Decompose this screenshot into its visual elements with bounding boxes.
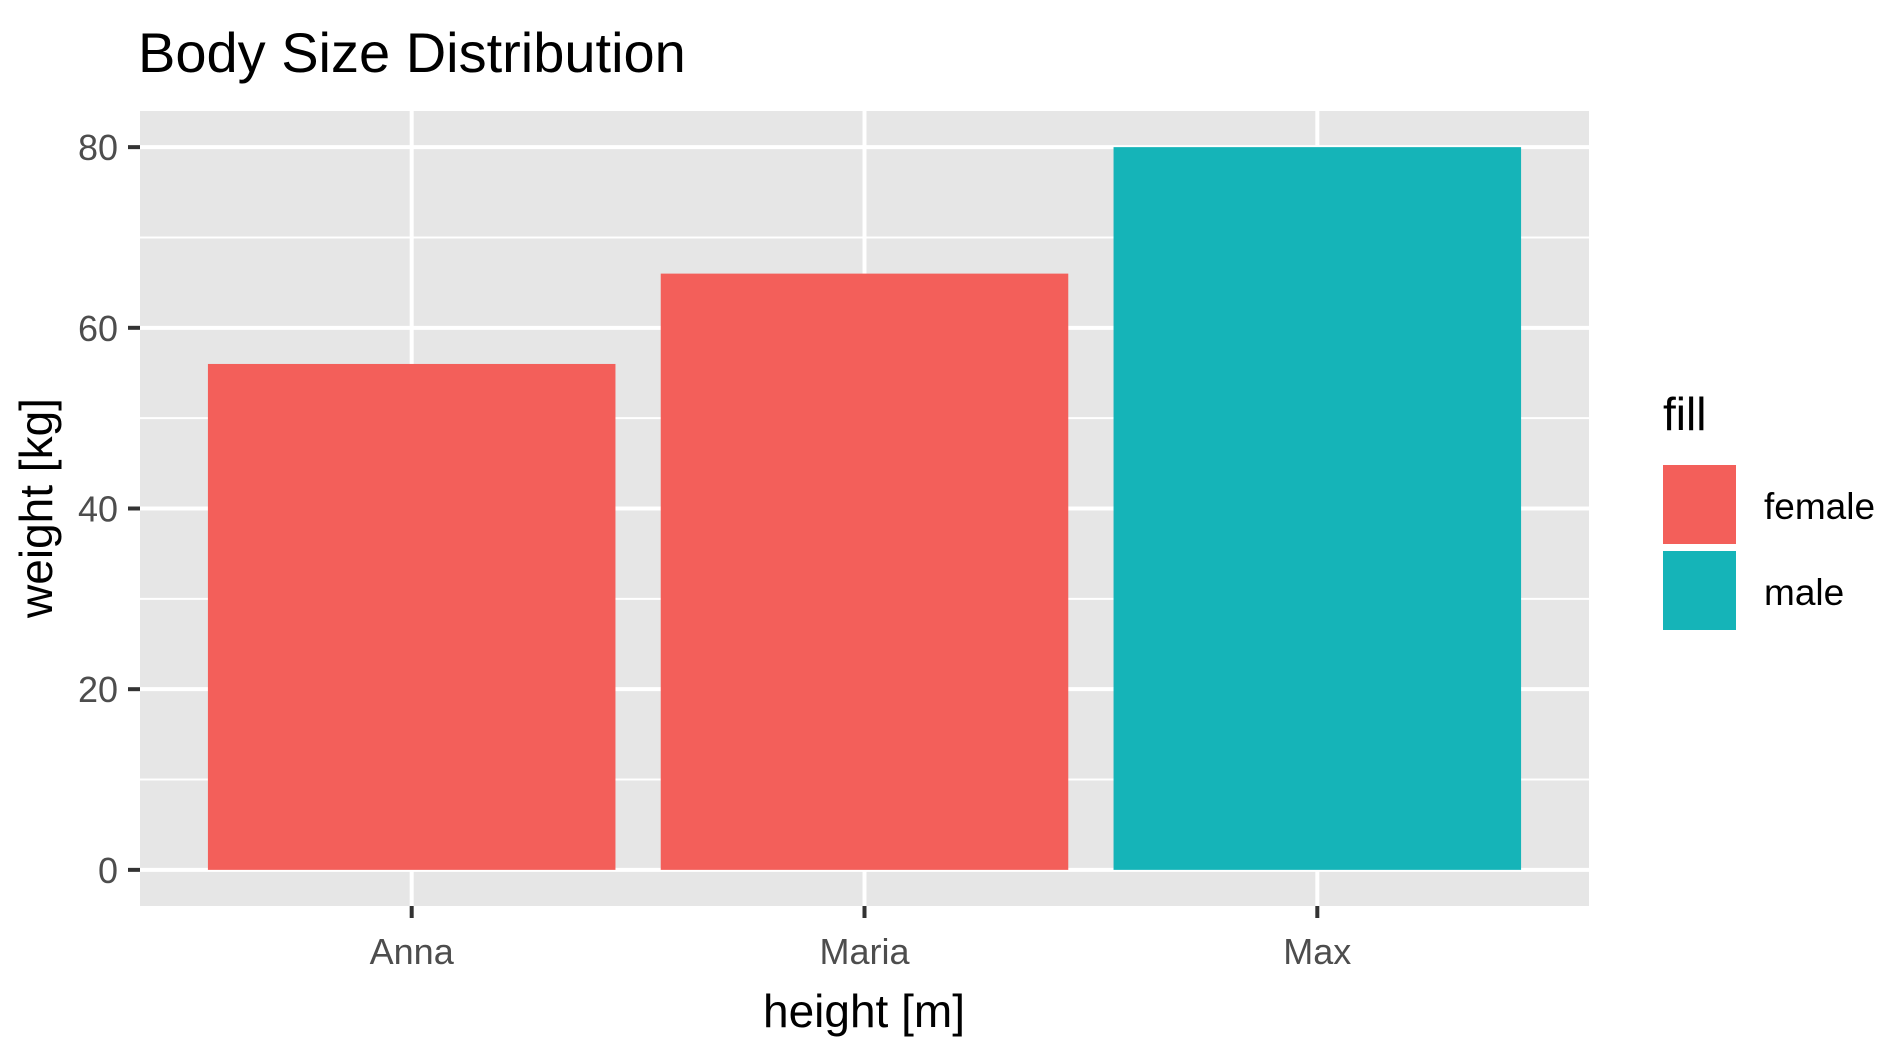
y-tick-label: 20 <box>78 669 118 710</box>
x-axis-title: height [m] <box>763 985 965 1037</box>
bars <box>207 147 1522 870</box>
legend-label-male: male <box>1764 572 1844 613</box>
bar-max <box>1113 147 1522 870</box>
legend-label-female: female <box>1764 486 1875 527</box>
chart-title: Body Size Distribution <box>138 21 686 84</box>
legend-key-male <box>1663 551 1736 630</box>
y-tick-label: 60 <box>78 308 118 349</box>
legend-key-female <box>1663 465 1736 544</box>
x-axis-ticks: Anna Maria Max <box>370 906 1351 972</box>
x-tick-label: Anna <box>370 931 455 972</box>
y-axis-title: weight [kg] <box>10 398 62 619</box>
x-tick-label: Maria <box>819 931 910 972</box>
bar-maria <box>660 273 1069 870</box>
y-tick-label: 80 <box>78 127 118 168</box>
legend-title: fill <box>1663 388 1706 440</box>
y-axis-ticks: 0 20 40 60 80 <box>78 127 140 891</box>
bar-anna <box>207 363 616 870</box>
x-tick-label: Max <box>1283 931 1351 972</box>
y-tick-label: 40 <box>78 489 118 530</box>
y-tick-label: 0 <box>98 850 118 891</box>
legend: fill female male <box>1663 388 1875 630</box>
